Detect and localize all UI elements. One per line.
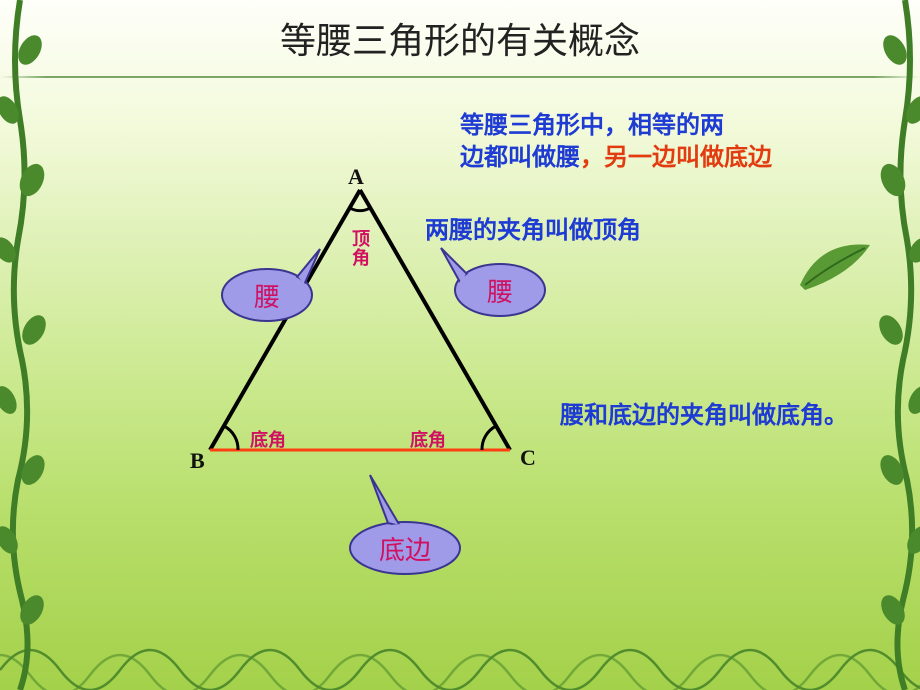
right-base-angle-label: 底角 bbox=[410, 426, 446, 452]
callout-base: 底边 bbox=[350, 520, 460, 576]
triangle-diagram: A B C 顶 角 底角 底角 bbox=[210, 190, 520, 490]
vertex-label-c: C bbox=[520, 445, 536, 471]
explanation-legs: 等腰三角形中，相等的两 边都叫做腰，另一边叫做底边 bbox=[460, 110, 900, 175]
right-vine-decoration bbox=[875, 0, 920, 690]
vertex-label-b: B bbox=[190, 448, 205, 474]
apex-angle-label: 顶 角 bbox=[352, 230, 370, 268]
left-vine-decoration bbox=[0, 0, 50, 690]
explanation-base-angle: 腰和底边的夹角叫做底角。 bbox=[560, 400, 848, 432]
explanation-legs-line1: 等腰三角形中，相等的两 bbox=[460, 113, 724, 139]
title-underline bbox=[0, 76, 920, 78]
leg-ac bbox=[360, 190, 510, 450]
left-base-angle-label: 底角 bbox=[250, 426, 286, 452]
leaf-decoration-right bbox=[790, 230, 880, 300]
callout-right-leg: 腰 bbox=[455, 262, 545, 318]
slide-title: 等腰三角形的有关概念 bbox=[0, 12, 920, 64]
vertex-label-a: A bbox=[348, 164, 364, 190]
callout-right-leg-text: 腰 bbox=[455, 262, 545, 318]
callout-left-leg: 腰 bbox=[222, 267, 312, 323]
explanation-base-side: ，另一边叫做底边 bbox=[580, 145, 772, 171]
apex-angle-arc bbox=[350, 208, 370, 211]
explanation-legs-line2: 边都叫做腰 bbox=[460, 145, 580, 171]
bottom-swirl-decoration bbox=[0, 600, 920, 690]
right-base-angle-arc bbox=[482, 426, 496, 450]
left-base-angle-arc bbox=[224, 426, 238, 450]
callout-base-text: 底边 bbox=[350, 520, 460, 576]
callout-left-leg-text: 腰 bbox=[222, 267, 312, 323]
slide: 等腰三角形的有关概念 等腰三角形中，相等的两 边都叫做腰，另一边叫做底边 两腰的… bbox=[0, 0, 920, 690]
